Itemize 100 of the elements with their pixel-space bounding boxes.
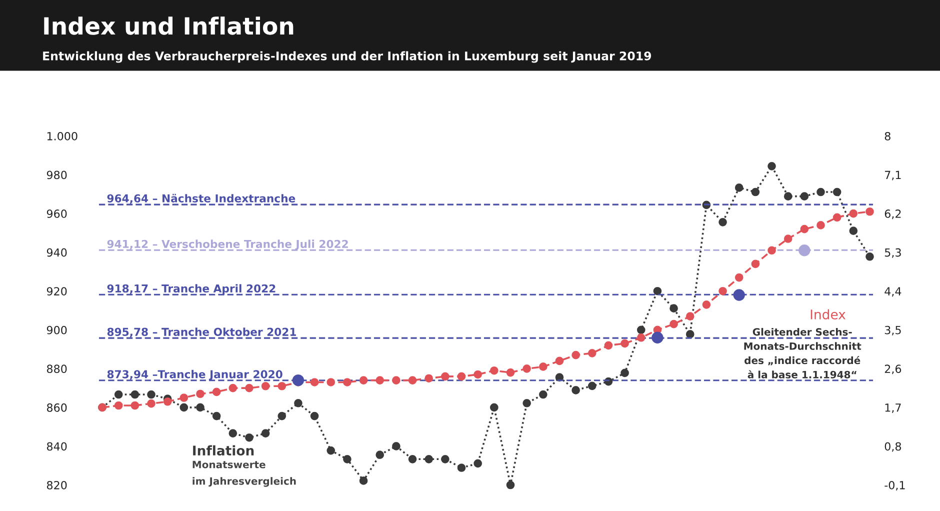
y2-tick-label: 0,8: [884, 442, 902, 452]
ref-line-label: 941,12 – Verschobene Tranche Juli 2022: [107, 240, 348, 250]
point: [441, 454, 450, 464]
point: [768, 162, 776, 170]
point: [733, 289, 745, 301]
point: [408, 376, 417, 384]
y2-tick-label: 7,1: [885, 170, 901, 180]
y-tick-label: 840: [46, 442, 67, 451]
point: [310, 412, 319, 420]
point: [147, 390, 156, 399]
annotation: Gleitender Sechs- Monats-Durchschnitt des „indice raccordé à la base 1.1.1948“: [744, 328, 862, 378]
point: [588, 382, 596, 390]
annotation: Monatswerte im Jahresvergleich: [192, 460, 296, 487]
series-label: Inflation: [193, 445, 254, 456]
chart-subtitle: Entwicklung des Verbraucherpreis-Indexes und der Inflation in Luxemburg seit Januar 2019: [43, 51, 652, 63]
point: [228, 384, 238, 392]
point: [832, 213, 842, 222]
y-tick-label: 820: [46, 480, 67, 490]
point: [147, 399, 156, 408]
point: [228, 429, 238, 438]
point: [784, 234, 792, 243]
point: [424, 454, 434, 464]
point: [326, 446, 336, 455]
point: [196, 403, 204, 412]
point: [620, 368, 629, 378]
point: [261, 429, 270, 438]
y-tick-label: 960: [46, 210, 67, 218]
text: Index: [810, 309, 846, 320]
point: [506, 368, 515, 377]
point: [800, 192, 809, 200]
y2-tick-label: 4,4: [884, 287, 902, 297]
point: [294, 398, 302, 408]
point: [474, 370, 482, 379]
chart-title: Index und Inflation: [44, 16, 294, 35]
point: [392, 442, 400, 450]
point: [180, 394, 188, 402]
point: [457, 464, 466, 472]
point: [130, 401, 140, 410]
point: [180, 403, 188, 412]
point: [359, 376, 368, 384]
point: [734, 184, 744, 192]
point: [376, 450, 384, 460]
y2-tick-label: 2,6: [884, 364, 902, 374]
point: [163, 397, 172, 406]
y2-tick-label: 8: [884, 132, 890, 140]
y-tick-label: 880: [46, 364, 67, 374]
y2-tick-label: 3,5: [884, 326, 901, 336]
point: [212, 412, 221, 420]
point: [522, 364, 531, 373]
point: [866, 252, 874, 261]
point: [490, 366, 498, 375]
y-tick-label: 920: [46, 287, 67, 296]
point: [114, 390, 123, 399]
ref-line-label: 918,17 – Tranche April 2022: [107, 284, 276, 295]
point: [588, 348, 596, 358]
point: [572, 350, 580, 360]
ref-line-label: 964,64 – Nächste Indextranche: [107, 194, 296, 204]
point: [245, 384, 254, 392]
point: [832, 188, 842, 196]
point: [751, 260, 760, 268]
point: [538, 390, 548, 399]
y2-tick-label: 5,3: [884, 248, 901, 258]
y-tick-label: 1.000: [47, 132, 78, 140]
point: [278, 412, 286, 420]
point: [392, 376, 400, 384]
y2-tick-label: 1,7: [885, 404, 901, 413]
point: [261, 382, 270, 390]
y-tick-label: 980: [46, 170, 67, 180]
point: [816, 188, 825, 196]
point: [441, 372, 450, 381]
point: [718, 218, 727, 226]
point: [490, 403, 498, 412]
point: [798, 244, 810, 256]
point: [670, 304, 678, 313]
y-tick-label: 940: [46, 248, 67, 257]
point: [849, 209, 858, 218]
point: [343, 454, 352, 464]
point: [130, 390, 140, 399]
point: [620, 339, 629, 348]
point: [653, 286, 662, 296]
point: [292, 374, 304, 386]
point: [849, 226, 858, 235]
point: [555, 356, 564, 366]
point: [572, 386, 580, 394]
point: [538, 362, 548, 371]
point: [702, 300, 711, 309]
point: [734, 273, 744, 282]
point: [245, 433, 254, 442]
point: [457, 372, 466, 381]
point: [278, 382, 286, 390]
point: [343, 378, 352, 386]
point: [866, 207, 874, 216]
point: [376, 376, 384, 384]
y2-tick-label: 6,2: [884, 210, 901, 220]
point: [636, 333, 646, 342]
y-tick-label: 900: [46, 326, 67, 334]
point: [326, 378, 336, 386]
point: [408, 454, 417, 464]
point: [310, 378, 319, 386]
point: [212, 388, 221, 396]
